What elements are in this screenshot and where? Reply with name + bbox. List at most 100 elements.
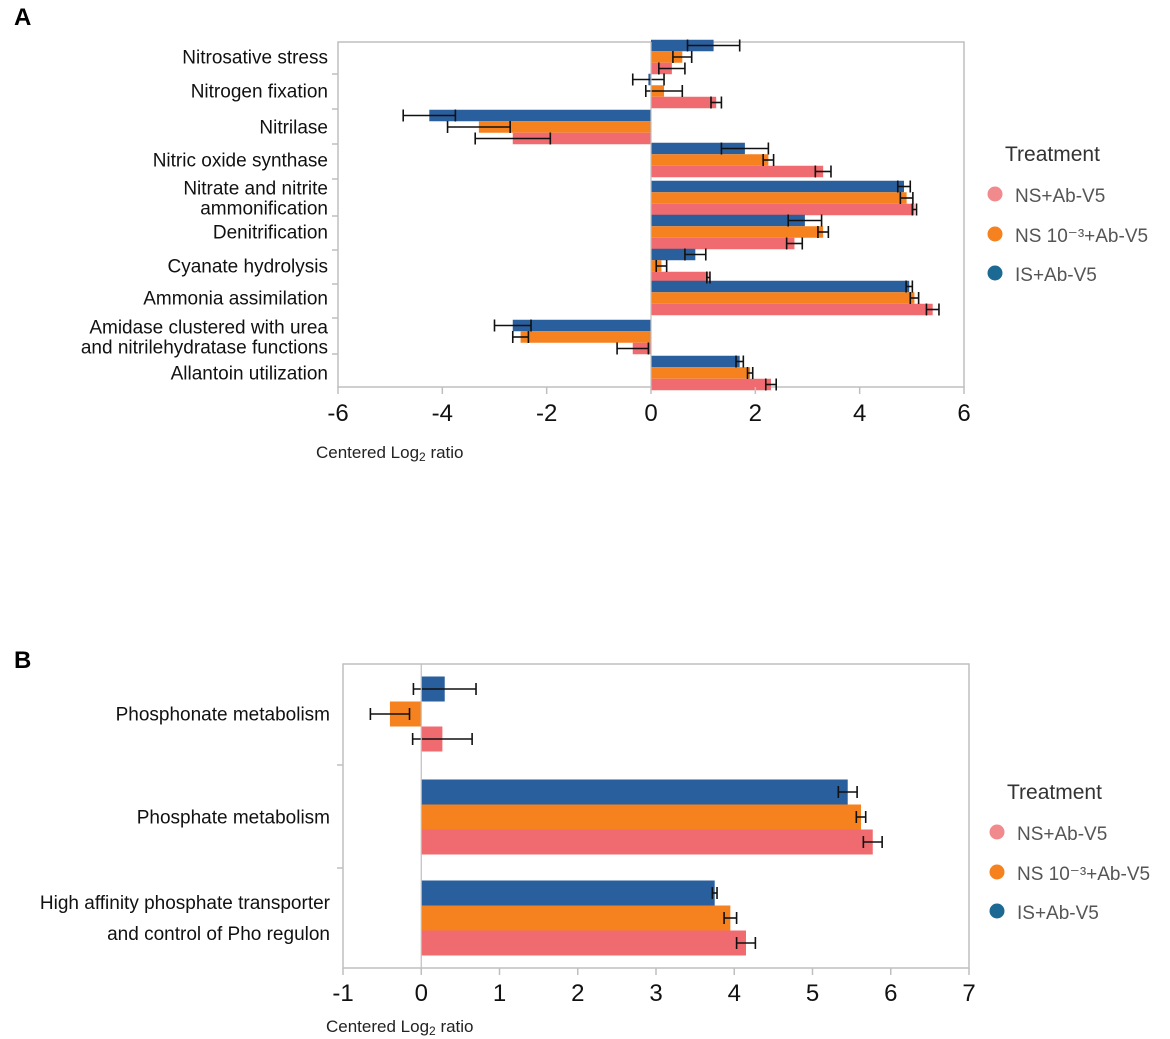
legend-label-is: IS+Ab-V5 bbox=[1017, 903, 1099, 924]
error-bar-denitrification-is-ab-v5 bbox=[787, 214, 823, 227]
error-bar-denitrification-ns-ab-v5 bbox=[785, 237, 804, 250]
bar-allantoin-utilization-ns-10-ab-v5 bbox=[651, 367, 751, 379]
bar-allantoin-utilization-ns-ab-v5 bbox=[651, 378, 771, 391]
panel-b-bars bbox=[389, 676, 873, 956]
category-label: Nitrosative stress bbox=[182, 48, 328, 69]
category-label: Amidase clustered with urea bbox=[89, 318, 328, 339]
error-bar-phosphate-metabolism-ns-ab-v5 bbox=[862, 836, 883, 848]
panel-b-error-bars bbox=[369, 683, 883, 949]
category-label: Ammonia assimilation bbox=[143, 289, 328, 310]
bar-nitrosative-stress-is-ab-v5 bbox=[651, 39, 714, 52]
x-tick-label: 6 bbox=[884, 980, 897, 1007]
legend-label-ns: NS+Ab-V5 bbox=[1015, 186, 1105, 207]
error-bar-phosphonate-metabolism-ns-ab-v5 bbox=[411, 733, 473, 745]
bar-denitrification-is-ab-v5 bbox=[651, 214, 805, 227]
bar-nitrilase-ns-10-ab-v5 bbox=[478, 121, 651, 133]
category-label: Phosphonate metabolism bbox=[116, 705, 330, 726]
error-bar-high-affinity-phosphate-transporter-and-control-of-pho-regulon-is-ab-v5 bbox=[711, 887, 718, 899]
category-label: and control of Pho regulon bbox=[107, 924, 330, 945]
x-tick-label: 0 bbox=[644, 400, 657, 427]
panel-b-label: B bbox=[14, 647, 31, 674]
legend-dot-ns bbox=[989, 824, 1005, 840]
error-bar-nitrosative-stress-is-ab-v5 bbox=[686, 39, 741, 52]
bar-amidase-clustered-with-urea-and-nitrilehydratase-functions-is-ab-v5 bbox=[512, 319, 651, 332]
bar-denitrification-ns-ab-v5 bbox=[651, 237, 795, 250]
error-bar-high-affinity-phosphate-transporter-and-control-of-pho-regulon-ns-10-ab-v5 bbox=[723, 912, 738, 924]
bar-nitric-oxide-synthase-ns-10-ab-v5 bbox=[651, 154, 769, 166]
bar-ammonia-assimilation-ns-10-ab-v5 bbox=[651, 292, 915, 304]
category-label: Nitrate and nitrite bbox=[183, 179, 328, 200]
error-bar-phosphate-metabolism-ns-10-ab-v5 bbox=[855, 811, 867, 823]
error-bar-nitrosative-stress-ns-10-ab-v5 bbox=[672, 51, 693, 63]
category-label: Nitrilase bbox=[259, 118, 328, 139]
bar-phosphate-metabolism-is-ab-v5 bbox=[421, 779, 848, 805]
error-bar-nitric-oxide-synthase-is-ab-v5 bbox=[720, 142, 770, 155]
panel-a-legend: Treatment NS+Ab-V5 NS 10⁻³+Ab-V5 IS+Ab-V… bbox=[987, 143, 1148, 286]
category-label: and nitrilehydratase functions bbox=[81, 338, 328, 359]
error-bar-high-affinity-phosphate-transporter-and-control-of-pho-regulon-ns-ab-v5 bbox=[735, 937, 757, 949]
bar-nitrilase-is-ab-v5 bbox=[429, 109, 651, 122]
error-bar-cyanate-hydrolysis-is-ab-v5 bbox=[684, 248, 707, 261]
bar-nitrogen-fixation-ns-ab-v5 bbox=[651, 96, 717, 109]
error-bar-nitrate-and-nitrite-ammonification-is-ab-v5 bbox=[896, 180, 912, 193]
x-tick-label: -6 bbox=[327, 400, 348, 427]
x-tick-label: -4 bbox=[432, 400, 453, 427]
panel-a-legend-title: Treatment bbox=[1005, 143, 1100, 166]
panel-b-category-ticks bbox=[337, 764, 343, 869]
x-tick-label: 4 bbox=[728, 980, 741, 1007]
category-label: Nitric oxide synthase bbox=[153, 151, 328, 172]
error-bar-nitrilase-ns-ab-v5 bbox=[474, 132, 552, 145]
category-label: Allantoin utilization bbox=[171, 364, 328, 385]
category-label: Cyanate hydrolysis bbox=[167, 257, 328, 278]
error-bar-denitrification-ns-10-ab-v5 bbox=[817, 226, 830, 238]
error-bar-amidase-clustered-with-urea-and-nitrilehydratase-functions-is-ab-v5 bbox=[493, 319, 532, 332]
error-bar-nitrosative-stress-ns-ab-v5 bbox=[658, 62, 686, 75]
bar-ammonia-assimilation-ns-ab-v5 bbox=[651, 303, 933, 316]
x-tick-label: 2 bbox=[571, 980, 584, 1007]
bar-high-affinity-phosphate-transporter-and-control-of-pho-regulon-is-ab-v5 bbox=[421, 880, 715, 906]
x-tick-label: -2 bbox=[536, 400, 557, 427]
bar-cyanate-hydrolysis-is-ab-v5 bbox=[651, 248, 696, 261]
bar-nitrate-and-nitrite-ammonification-is-ab-v5 bbox=[651, 180, 905, 193]
legend-dot-ns-1e-3 bbox=[987, 226, 1003, 242]
legend-label-ns-1e-3: NS 10⁻³+Ab-V5 bbox=[1017, 864, 1150, 885]
legend-dot-is bbox=[987, 265, 1003, 281]
panel-a-error-bars bbox=[402, 39, 940, 391]
error-bar-nitrate-and-nitrite-ammonification-ns-10-ab-v5 bbox=[899, 192, 914, 204]
x-tick-label: 2 bbox=[749, 400, 762, 427]
legend-label-ns-1e-3: NS 10⁻³+Ab-V5 bbox=[1015, 226, 1148, 247]
x-tick-label: 5 bbox=[806, 980, 819, 1007]
category-label: Denitrification bbox=[213, 223, 328, 244]
bar-nitrosative-stress-ns-10-ab-v5 bbox=[651, 51, 683, 63]
error-bar-ammonia-assimilation-ns-ab-v5 bbox=[925, 303, 940, 316]
error-bar-allantoin-utilization-is-ab-v5 bbox=[735, 355, 745, 368]
error-bar-ammonia-assimilation-is-ab-v5 bbox=[905, 280, 914, 293]
error-bar-nitrogen-fixation-ns-ab-v5 bbox=[710, 96, 723, 109]
error-bar-nitric-oxide-synthase-ns-ab-v5 bbox=[814, 165, 832, 178]
error-bar-phosphonate-metabolism-ns-10-ab-v5 bbox=[369, 708, 411, 720]
legend-label-is: IS+Ab-V5 bbox=[1015, 265, 1097, 286]
error-bar-allantoin-utilization-ns-10-ab-v5 bbox=[746, 367, 754, 379]
panel-a-bars bbox=[429, 39, 933, 391]
bar-nitric-oxide-synthase-is-ab-v5 bbox=[651, 142, 745, 155]
category-label: High affinity phosphate transporter bbox=[40, 893, 331, 914]
bar-phosphate-metabolism-ns-ab-v5 bbox=[421, 829, 873, 855]
error-bar-phosphonate-metabolism-is-ab-v5 bbox=[412, 683, 477, 695]
x-tick-label: 4 bbox=[853, 400, 866, 427]
error-bar-nitrate-and-nitrite-ammonification-ns-ab-v5 bbox=[911, 203, 918, 216]
x-tick-label: 7 bbox=[962, 980, 975, 1007]
error-bar-allantoin-utilization-ns-ab-v5 bbox=[764, 378, 778, 391]
panel-b-legend: Treatment NS+Ab-V5 NS 10⁻³+Ab-V5 IS+Ab-V… bbox=[989, 781, 1150, 924]
error-bar-nitric-oxide-synthase-ns-10-ab-v5 bbox=[762, 154, 775, 166]
legend-label-ns: NS+Ab-V5 bbox=[1017, 824, 1107, 845]
bar-phosphate-metabolism-ns-10-ab-v5 bbox=[421, 804, 862, 830]
x-tick-label: 1 bbox=[493, 980, 506, 1007]
bar-cyanate-hydrolysis-ns-ab-v5 bbox=[651, 271, 709, 284]
error-bar-nitrogen-fixation-is-ab-v5 bbox=[631, 73, 665, 86]
x-tick-label: -1 bbox=[332, 980, 353, 1007]
category-label: ammonification bbox=[200, 199, 328, 220]
bar-nitrate-and-nitrite-ammonification-ns-10-ab-v5 bbox=[651, 192, 907, 204]
error-bar-amidase-clustered-with-urea-and-nitrilehydratase-functions-ns-ab-v5 bbox=[616, 342, 650, 355]
error-bar-nitrilase-ns-10-ab-v5 bbox=[446, 121, 511, 133]
bar-amidase-clustered-with-urea-and-nitrilehydratase-functions-ns-10-ab-v5 bbox=[520, 331, 651, 343]
